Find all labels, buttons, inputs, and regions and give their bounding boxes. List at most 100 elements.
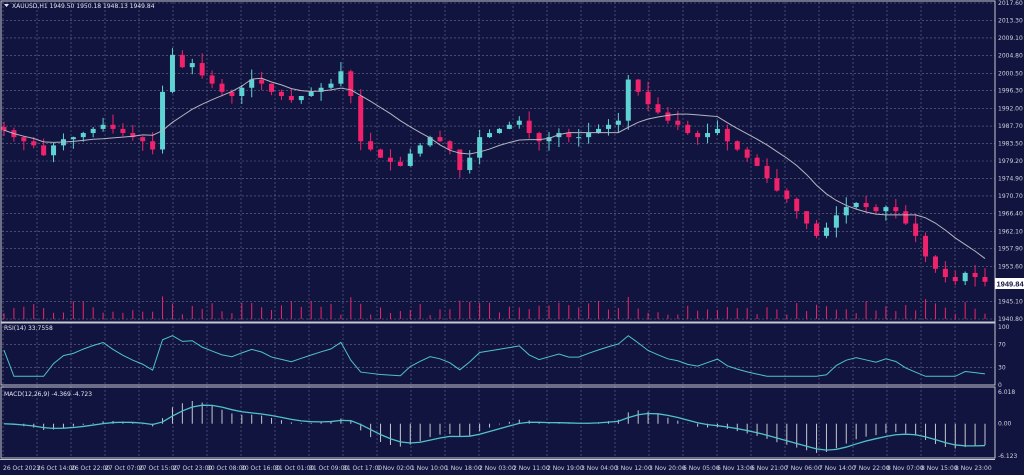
candle-body [457, 149, 463, 171]
moving-average-line [3, 77, 986, 259]
time-axis-label: 31 Oct 01:00 [275, 465, 314, 472]
time-axis-label: 31 Oct 09:00 [309, 465, 348, 472]
time-axis-label: 3 Nov 12:00 [615, 465, 652, 472]
symbol-header[interactable]: XAUUSD,H1 1949.50 1950.18 1948.13 1949.8… [4, 3, 155, 10]
price-axis-label: 2017.60 [998, 0, 1023, 7]
candle-body [645, 91, 651, 105]
candle-body [169, 54, 175, 92]
candle-body [51, 145, 57, 156]
candle-body [655, 104, 661, 113]
price-axis-label: 1962.10 [998, 228, 1023, 235]
candle-body [21, 137, 27, 142]
candle-body [596, 128, 602, 134]
candle-body [496, 128, 502, 134]
candle-body [695, 133, 701, 138]
candle-body [516, 120, 522, 125]
candle-body [189, 63, 195, 68]
candle-body [923, 235, 929, 257]
dropdown-triangle-icon[interactable] [4, 4, 9, 7]
macd-axis-label: -6.123 [998, 453, 1018, 460]
candle-body [843, 207, 849, 216]
price-axis-label: 1983.50 [998, 140, 1023, 147]
time-axis-label: 8 Nov 07:00 [887, 465, 924, 472]
macd-axis-label: 0.00 [998, 421, 1012, 428]
time-axis-label: 1 Nov 18:00 [445, 465, 482, 472]
candle-body [199, 63, 205, 76]
candle-body [615, 120, 621, 125]
candle-body [932, 256, 938, 269]
candle-body [665, 112, 671, 121]
candle-body [873, 207, 879, 212]
candle-body [338, 71, 344, 84]
candle-body [804, 211, 810, 224]
rsi-axis-label: 100 [998, 324, 1010, 331]
candle-body [278, 91, 284, 96]
price-axis-label: 1979.20 [998, 158, 1023, 165]
candle-body [130, 133, 136, 138]
time-axis-label: 31 Oct 17:00 [343, 465, 382, 472]
candle-body [734, 141, 740, 150]
current-price-label: 1949.84 [997, 280, 1024, 289]
time-axis-label: 26 Oct 22:00 [71, 465, 110, 472]
pane-border [0, 322, 996, 386]
candle-body [823, 227, 829, 236]
candle-body [378, 149, 384, 158]
grid [2, 2, 995, 458]
macd-histogram [13, 400, 986, 453]
price-axis-label: 2000.50 [998, 70, 1023, 77]
price-axis-label: 1970.70 [998, 193, 1023, 200]
candle-body [942, 268, 948, 278]
candle-body [764, 165, 770, 179]
candle-body [952, 277, 958, 282]
price-axis-label: 1974.90 [998, 176, 1023, 183]
rsi-line [3, 335, 986, 377]
candle-body [526, 120, 532, 134]
candle-body [536, 133, 542, 142]
candle-body [982, 277, 988, 282]
candle-body [249, 79, 255, 88]
price-axis-label: 1996.30 [998, 88, 1023, 95]
candle-body [685, 124, 691, 134]
candle-body [437, 137, 443, 142]
candle-body [358, 95, 364, 142]
time-axis-label: 27 Oct 23:00 [173, 465, 212, 472]
candle-body [784, 190, 790, 199]
candle-body [705, 133, 711, 138]
price-axis-label: 1957.90 [998, 246, 1023, 253]
candle-body [477, 137, 483, 158]
candle-body [100, 124, 106, 129]
rsi-title: RSI(14) 33.7558 [4, 325, 53, 332]
rsi-axis-label: 70 [998, 341, 1006, 348]
candle-body [467, 157, 473, 171]
time-axis-label: 1 Nov 10:00 [411, 465, 448, 472]
candle-body [41, 145, 47, 156]
candle-body [387, 157, 393, 162]
price-axis-label: 1940.80 [998, 316, 1023, 323]
candle-body [348, 71, 354, 96]
time-axis-label: 7 Nov 22:00 [853, 465, 890, 472]
macd-axis-label: 6.018 [998, 389, 1015, 396]
candle-body [754, 157, 760, 166]
candle-body [506, 124, 512, 129]
candle-body [110, 124, 116, 129]
candle-body [427, 137, 433, 146]
candle-body [298, 95, 304, 101]
candle-body [714, 128, 720, 134]
symbol-header-text: XAUUSD,H1 1949.50 1950.18 1948.13 1949.8… [12, 3, 155, 10]
candle-body [140, 137, 146, 142]
candle-body [318, 87, 324, 92]
price-axis-label: 2009.10 [998, 35, 1023, 42]
time-axis-label: 7 Nov 14:00 [819, 465, 856, 472]
price-axis-label: 1987.70 [998, 123, 1023, 130]
candle-body [417, 145, 423, 154]
candle-body [794, 198, 800, 212]
candle-body [150, 141, 156, 150]
candle-body [893, 207, 899, 212]
time-axis-label: 7 Nov 06:00 [785, 465, 822, 472]
time-axis-label: 8 Nov 23:00 [955, 465, 992, 472]
time-axis-label: 3 Nov 04:00 [581, 465, 618, 472]
candle-body [566, 133, 572, 138]
candle-body [308, 91, 314, 96]
